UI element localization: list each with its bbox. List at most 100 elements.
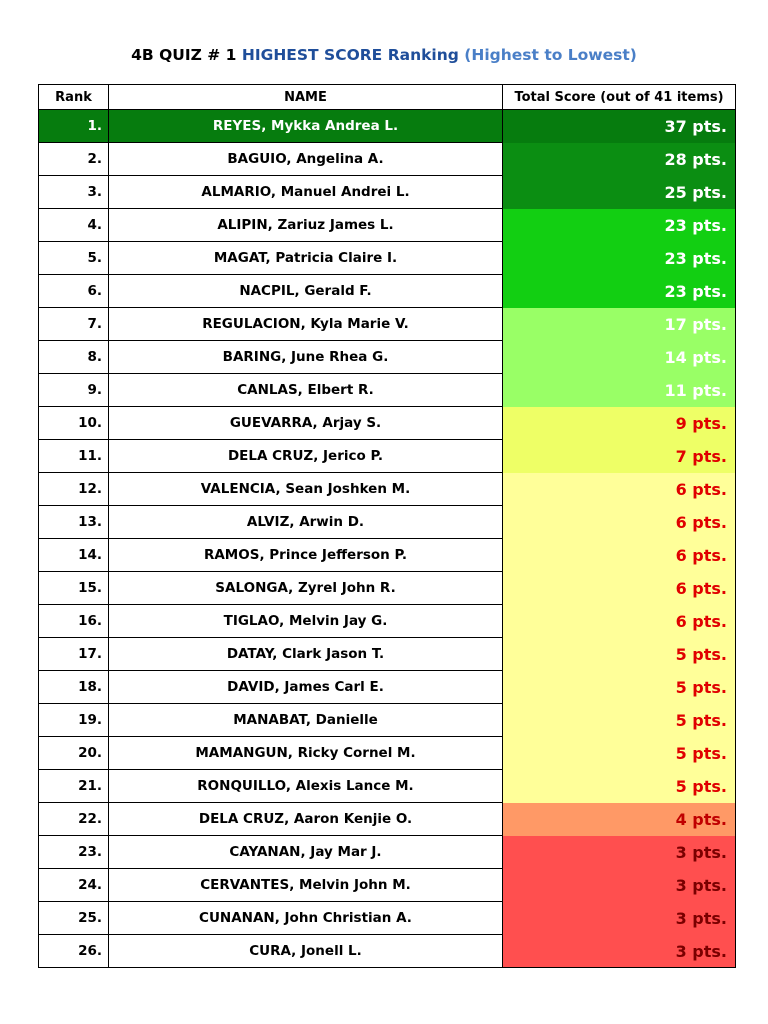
score-cell: 14 pts. xyxy=(502,340,736,374)
name-cell: DATAY, Clark Jason T. xyxy=(108,637,503,671)
table-row: 14. RAMOS, Prince Jefferson P. 6 pts. xyxy=(38,538,736,572)
rank-cell: 3. xyxy=(38,175,109,209)
score-header: Total Score (out of 41 items) xyxy=(502,84,736,110)
table-row: 10. GUEVARRA, Arjay S. 9 pts. xyxy=(38,406,736,440)
table-row: 19. MANABAT, Danielle 5 pts. xyxy=(38,703,736,737)
title-order: (Highest to Lowest) xyxy=(464,46,637,64)
table-row: 4. ALIPIN, Zariuz James L. 23 pts. xyxy=(38,208,736,242)
rank-cell: 20. xyxy=(38,736,109,770)
ranking-table: Rank NAME Total Score (out of 41 items) … xyxy=(38,84,736,968)
name-cell: VALENCIA, Sean Joshken M. xyxy=(108,472,503,506)
score-cell: 25 pts. xyxy=(502,175,736,209)
title-ranking: Ranking xyxy=(387,46,459,64)
score-cell: 6 pts. xyxy=(502,538,736,572)
title-highest-score: HIGHEST SCORE xyxy=(241,46,383,64)
table-row: 12. VALENCIA, Sean Joshken M. 6 pts. xyxy=(38,472,736,506)
name-cell: CANLAS, Elbert R. xyxy=(108,373,503,407)
name-cell: CAYANAN, Jay Mar J. xyxy=(108,835,503,869)
table-row: 13. ALVIZ, Arwin D. 6 pts. xyxy=(38,505,736,539)
score-cell: 4 pts. xyxy=(502,802,736,836)
score-cell: 3 pts. xyxy=(502,901,736,935)
name-cell: MAGAT, Patricia Claire I. xyxy=(108,241,503,275)
name-cell: REGULACION, Kyla Marie V. xyxy=(108,307,503,341)
name-cell: CURA, Jonell L. xyxy=(108,934,503,968)
table-row: 22. DELA CRUZ, Aaron Kenjie O. 4 pts. xyxy=(38,802,736,836)
name-cell: CUNANAN, John Christian A. xyxy=(108,901,503,935)
score-cell: 6 pts. xyxy=(502,604,736,638)
rank-cell: 15. xyxy=(38,571,109,605)
name-cell: BAGUIO, Angelina A. xyxy=(108,142,503,176)
table-row: 6. NACPIL, Gerald F. 23 pts. xyxy=(38,274,736,308)
rank-cell: 9. xyxy=(38,373,109,407)
table-row: 15. SALONGA, Zyrel John R. 6 pts. xyxy=(38,571,736,605)
score-cell: 5 pts. xyxy=(502,703,736,737)
score-cell: 23 pts. xyxy=(502,241,736,275)
name-cell: CERVANTES, Melvin John M. xyxy=(108,868,503,902)
score-cell: 11 pts. xyxy=(502,373,736,407)
rank-cell: 26. xyxy=(38,934,109,968)
rank-cell: 5. xyxy=(38,241,109,275)
rank-cell: 14. xyxy=(38,538,109,572)
name-cell: MANABAT, Danielle xyxy=(108,703,503,737)
rank-cell: 21. xyxy=(38,769,109,803)
table-row: 18. DAVID, James Carl E. 5 pts. xyxy=(38,670,736,704)
score-cell: 6 pts. xyxy=(502,571,736,605)
table-row: 26. CURA, Jonell L. 3 pts. xyxy=(38,934,736,968)
score-cell: 3 pts. xyxy=(502,868,736,902)
rank-cell: 12. xyxy=(38,472,109,506)
name-cell: DELA CRUZ, Jerico P. xyxy=(108,439,503,473)
rank-header: Rank xyxy=(38,84,109,110)
name-cell: BARING, June Rhea G. xyxy=(108,340,503,374)
title-quiz: 4B QUIZ # 1 xyxy=(131,46,237,64)
rank-cell: 4. xyxy=(38,208,109,242)
score-cell: 28 pts. xyxy=(502,142,736,176)
table-row: 24. CERVANTES, Melvin John M. 3 pts. xyxy=(38,868,736,902)
rank-cell: 24. xyxy=(38,868,109,902)
name-cell: ALVIZ, Arwin D. xyxy=(108,505,503,539)
name-cell: TIGLAO, Melvin Jay G. xyxy=(108,604,503,638)
rank-cell: 13. xyxy=(38,505,109,539)
rank-cell: 22. xyxy=(38,802,109,836)
rank-cell: 23. xyxy=(38,835,109,869)
name-cell: MAMANGUN, Ricky Cornel M. xyxy=(108,736,503,770)
rank-cell: 17. xyxy=(38,637,109,671)
score-cell: 3 pts. xyxy=(502,934,736,968)
table-row: 11. DELA CRUZ, Jerico P. 7 pts. xyxy=(38,439,736,473)
table-row: 9. CANLAS, Elbert R. 11 pts. xyxy=(38,373,736,407)
score-cell: 37 pts. xyxy=(502,109,736,143)
score-cell: 17 pts. xyxy=(502,307,736,341)
score-cell: 23 pts. xyxy=(502,208,736,242)
table-header-row: Rank NAME Total Score (out of 41 items) xyxy=(38,84,736,110)
rank-cell: 1. xyxy=(38,109,109,143)
name-cell: DELA CRUZ, Aaron Kenjie O. xyxy=(108,802,503,836)
score-cell: 3 pts. xyxy=(502,835,736,869)
table-row: 21. RONQUILLO, Alexis Lance M. 5 pts. xyxy=(38,769,736,803)
table-row: 16. TIGLAO, Melvin Jay G. 6 pts. xyxy=(38,604,736,638)
rank-cell: 16. xyxy=(38,604,109,638)
name-cell: RAMOS, Prince Jefferson P. xyxy=(108,538,503,572)
score-cell: 5 pts. xyxy=(502,736,736,770)
name-cell: DAVID, James Carl E. xyxy=(108,670,503,704)
name-cell: SALONGA, Zyrel John R. xyxy=(108,571,503,605)
score-cell: 5 pts. xyxy=(502,637,736,671)
rank-cell: 8. xyxy=(38,340,109,374)
rank-cell: 19. xyxy=(38,703,109,737)
score-cell: 9 pts. xyxy=(502,406,736,440)
score-cell: 7 pts. xyxy=(502,439,736,473)
rank-cell: 11. xyxy=(38,439,109,473)
name-cell: NACPIL, Gerald F. xyxy=(108,274,503,308)
rank-cell: 25. xyxy=(38,901,109,935)
table-row: 17. DATAY, Clark Jason T. 5 pts. xyxy=(38,637,736,671)
table-row: 2. BAGUIO, Angelina A. 28 pts. xyxy=(38,142,736,176)
rank-cell: 7. xyxy=(38,307,109,341)
name-cell: REYES, Mykka Andrea L. xyxy=(108,109,503,143)
table-row: 25. CUNANAN, John Christian A. 3 pts. xyxy=(38,901,736,935)
rank-cell: 6. xyxy=(38,274,109,308)
score-cell: 6 pts. xyxy=(502,472,736,506)
rank-cell: 18. xyxy=(38,670,109,704)
table-row: 5. MAGAT, Patricia Claire I. 23 pts. xyxy=(38,241,736,275)
name-cell: GUEVARRA, Arjay S. xyxy=(108,406,503,440)
table-row: 3. ALMARIO, Manuel Andrei L. 25 pts. xyxy=(38,175,736,209)
score-cell: 6 pts. xyxy=(502,505,736,539)
table-row: 23. CAYANAN, Jay Mar J. 3 pts. xyxy=(38,835,736,869)
